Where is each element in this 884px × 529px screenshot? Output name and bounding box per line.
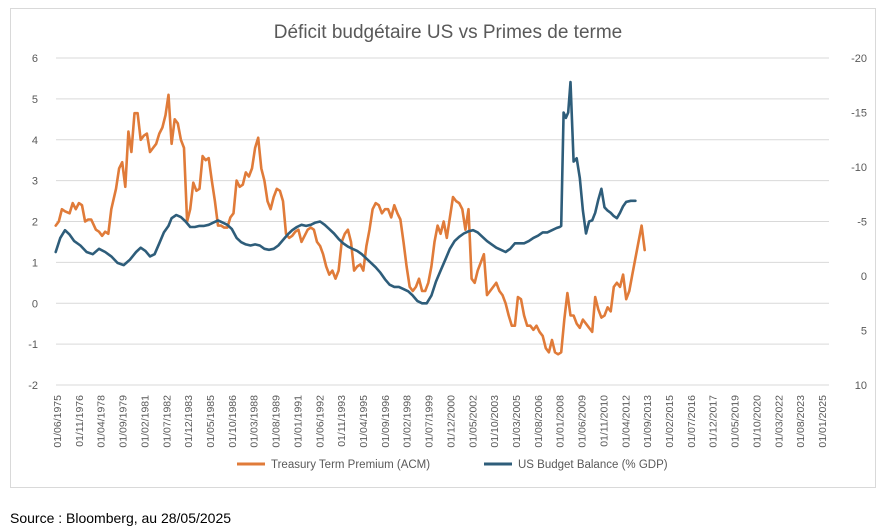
x-tick-label: 01/04/2012 — [620, 395, 632, 448]
chart-frame: Déficit budgétaire US vs Primes de terme… — [10, 8, 876, 488]
x-tick-label: 01/11/2010 — [598, 395, 610, 447]
chart-title: Déficit budgétaire US vs Primes de terme — [274, 22, 622, 43]
source-note: Source : Bloomberg, au 28/05/2025 — [10, 510, 232, 526]
left-tick-label: -2 — [28, 380, 38, 392]
x-tick-label: 01/08/1989 — [271, 395, 283, 448]
x-tick-label: 01/12/1983 — [183, 395, 195, 448]
right-tick-label: -20 — [851, 53, 867, 65]
left-tick-label: 6 — [32, 53, 38, 65]
x-tick-label: 01/05/2019 — [730, 395, 742, 448]
left-tick-label: -1 — [28, 339, 38, 351]
x-tick-label: 01/03/1988 — [249, 395, 261, 448]
x-tick-label: 01/10/2003 — [489, 395, 501, 448]
plot-area — [54, 80, 647, 356]
x-tick-label: 01/06/1992 — [314, 395, 326, 448]
x-tick-label: 01/10/1986 — [227, 395, 239, 448]
series-line-budget-balance — [54, 80, 637, 305]
x-tick-label: 01/06/1975 — [52, 395, 64, 448]
left-tick-label: 0 — [32, 298, 38, 310]
x-tick-label: 01/09/1996 — [380, 395, 392, 448]
x-tick-label: 01/06/2009 — [577, 395, 589, 448]
chart-svg: Déficit budgétaire US vs Primes de terme… — [28, 22, 867, 471]
x-tick-label: 01/01/2008 — [555, 395, 567, 448]
x-tick-label: 01/12/2017 — [708, 395, 720, 448]
left-tick-label: 1 — [32, 257, 38, 269]
right-tick-label: -15 — [851, 108, 867, 120]
x-tick-label: 01/03/2022 — [773, 395, 785, 448]
x-tick-label: 01/07/2016 — [686, 395, 698, 448]
x-tick-label: 01/09/2013 — [642, 395, 654, 448]
x-tick-label: 01/07/1982 — [161, 395, 173, 448]
x-tick-label: 01/08/2006 — [533, 395, 545, 448]
x-tick-label: 01/12/2000 — [445, 395, 457, 448]
legend: Treasury Term Premium (ACM) US Budget Bal… — [237, 459, 668, 471]
x-tick-label: 01/04/1995 — [358, 395, 370, 448]
x-tick-label: 01/07/1999 — [424, 395, 436, 448]
x-tick-label: 01/02/2015 — [664, 395, 676, 448]
right-tick-label: 5 — [861, 326, 867, 338]
x-tick-label: 01/11/1993 — [336, 395, 348, 447]
left-tick-label: 2 — [32, 217, 38, 229]
x-tick-label: 01/08/2023 — [795, 395, 807, 448]
x-tick-label: 01/04/1978 — [96, 395, 108, 448]
x-tick-label: 01/01/2025 — [817, 395, 829, 448]
x-tick-label: 01/02/1981 — [139, 395, 151, 448]
left-tick-label: 5 — [32, 94, 38, 106]
x-tick-label: 01/03/2005 — [511, 395, 523, 448]
legend-label: US Budget Balance (% GDP) — [518, 459, 668, 471]
right-axis: -20 -15 -10 -5 0 5 10 — [851, 53, 867, 392]
right-tick-label: 0 — [861, 271, 867, 283]
x-axis: 01/06/1975 01/11/1976 01/04/1978 01/09/1979… — [52, 395, 829, 448]
legend-label: Treasury Term Premium (ACM) — [271, 459, 430, 471]
right-tick-label: 10 — [855, 380, 867, 392]
x-tick-label: 01/05/2002 — [467, 395, 479, 448]
series-line-term-premium — [54, 93, 647, 356]
x-tick-label: 01/10/2020 — [751, 395, 763, 448]
right-tick-label: -10 — [851, 162, 867, 174]
x-tick-label: 01/11/1976 — [74, 395, 86, 447]
left-tick-label: 3 — [32, 176, 38, 188]
x-tick-label: 01/09/1979 — [118, 395, 130, 448]
right-tick-label: -5 — [857, 217, 867, 229]
x-tick-label: 01/02/1998 — [402, 395, 414, 448]
left-axis: 6 5 4 3 2 1 0 -1 -2 — [28, 53, 38, 392]
x-tick-label: 01/01/1991 — [292, 395, 304, 448]
left-tick-label: 4 — [32, 135, 38, 147]
x-tick-label: 01/05/1985 — [205, 395, 217, 448]
